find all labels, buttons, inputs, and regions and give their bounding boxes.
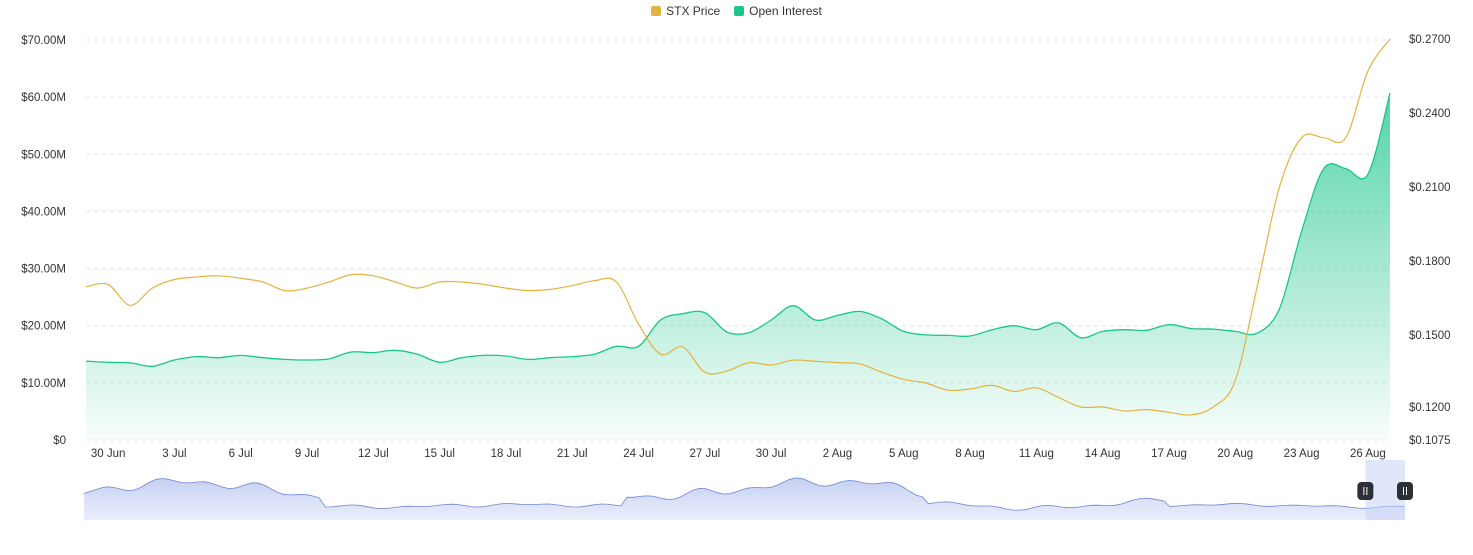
open-interest-line [85, 92, 1391, 367]
legend-swatch-stx-price [651, 6, 662, 16]
y-right-tick-label: $0.2700 [1409, 34, 1451, 46]
y-left-tick-label: $50.00M [21, 149, 66, 161]
navigator-area [84, 477, 1405, 520]
legend-swatch-open-interest [734, 6, 745, 16]
x-tick-label: 30 Jun [91, 448, 126, 460]
x-tick-label: 3 Jul [162, 448, 186, 460]
legend-item-stx-price[interactable]: STX Price [651, 4, 720, 18]
y-left-tick-label: $60.00M [21, 92, 66, 104]
y-left-tick-label: $30.00M [21, 264, 66, 276]
x-tick-label: 15 Jul [424, 448, 455, 460]
y-left-tick-label: $20.00M [21, 321, 66, 333]
x-tick-label: 20 Aug [1217, 448, 1253, 460]
y-right-tick-label: $0.2400 [1409, 108, 1451, 120]
y-left-tick-label: $10.00M [21, 378, 66, 390]
legend-item-open-interest[interactable]: Open Interest [734, 4, 822, 18]
x-tick-label: 18 Jul [491, 448, 522, 460]
x-tick-label: 17 Aug [1151, 448, 1187, 460]
y-left-tick-label: $40.00M [21, 206, 66, 218]
x-tick-label: 21 Jul [557, 448, 588, 460]
x-tick-label: 23 Aug [1284, 448, 1320, 460]
x-tick-label: 11 Aug [1019, 448, 1054, 460]
y-right-tick-label: $0.1800 [1409, 256, 1451, 268]
navigator-handle-right[interactable] [1397, 482, 1413, 500]
open-interest-area [86, 93, 1390, 440]
x-tick-label: 12 Jul [358, 448, 389, 460]
x-tick-label: 14 Aug [1085, 448, 1121, 460]
legend-label-stx-price: STX Price [666, 4, 721, 18]
stx-price-line [85, 38, 1391, 416]
pause-handle-icon [1357, 482, 1374, 500]
x-tick-label: 26 Aug [1350, 448, 1386, 460]
navigator-handle-left[interactable] [1357, 482, 1374, 500]
x-tick-label: 24 Jul [623, 448, 654, 460]
y-right-tick-label: $0.1200 [1409, 402, 1451, 414]
x-tick-label: 5 Aug [889, 448, 918, 460]
x-tick-label: 9 Jul [295, 448, 319, 460]
y-left-tick-label: $0 [53, 435, 66, 447]
y-left-tick-label: $70.00M [21, 35, 66, 47]
y-right-tick-label: $0.2100 [1409, 182, 1451, 194]
x-tick-label: 6 Jul [229, 448, 253, 460]
pause-handle-icon [1397, 482, 1413, 500]
legend: STX Price Open Interest [0, 4, 1473, 18]
x-tick-label: 2 Aug [823, 448, 852, 460]
x-tick-label: 8 Aug [955, 448, 984, 460]
x-tick-label: 27 Jul [690, 448, 721, 460]
y-right-tick-label: $0.1075 [1409, 435, 1451, 447]
navigator-line [83, 477, 1406, 511]
y-right-tick-label: $0.1500 [1409, 330, 1451, 342]
x-tick-label: 30 Jul [756, 448, 787, 460]
legend-label-open-interest: Open Interest [749, 4, 822, 18]
